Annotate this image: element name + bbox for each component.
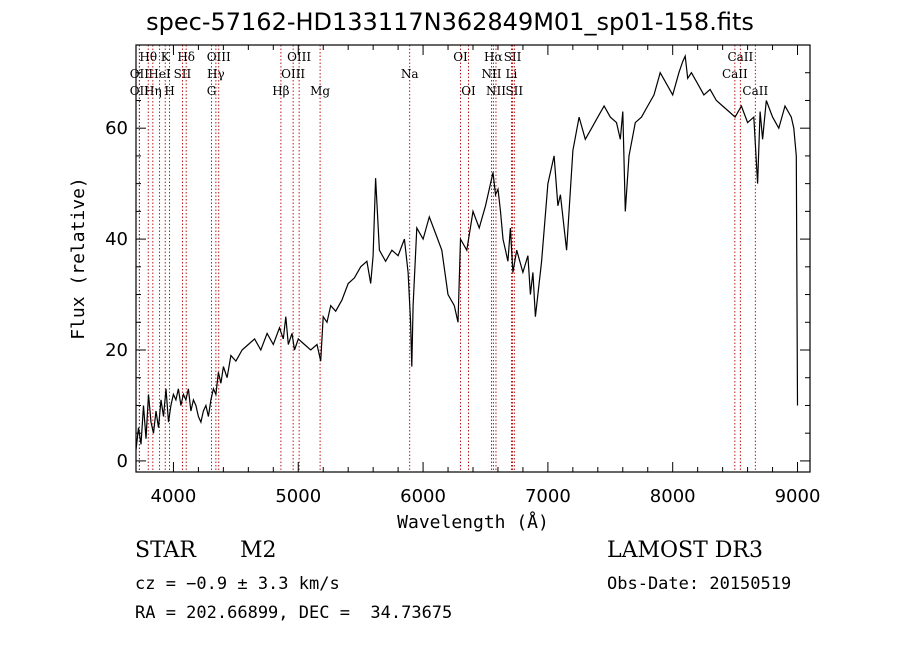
line-label-18: OI xyxy=(461,84,476,98)
line-label-13: OIII xyxy=(287,50,311,64)
line-label-10: Hγ xyxy=(207,67,225,81)
line-markers xyxy=(138,45,756,472)
line-label-5: HeI xyxy=(148,67,171,81)
x-tick-label-9000: 9000 xyxy=(775,486,821,507)
line-label-14: OIII xyxy=(281,67,305,81)
line-label-23: Li xyxy=(506,67,518,81)
y-tick-label-20: 20 xyxy=(105,340,128,361)
x-tick-label-8000: 8000 xyxy=(650,486,696,507)
x-axis-label: Wavelength (Å) xyxy=(397,511,549,533)
line-label-2: OII xyxy=(130,84,150,98)
object-class: STAR xyxy=(135,538,196,563)
y-axis: 0 20 40 60 xyxy=(105,72,810,472)
y-tick-label-60: 60 xyxy=(105,118,128,139)
line-label-0: Hθ xyxy=(139,50,157,64)
redshift-readout: cz = −0.9 ± 3.3 km/s xyxy=(135,574,340,594)
y-tick-label-40: 40 xyxy=(105,229,128,250)
line-label-20: NII xyxy=(481,67,501,81)
line-label-15: Mg xyxy=(310,84,330,98)
line-label-17: OI xyxy=(453,50,468,64)
object-subclass: M2 xyxy=(240,538,277,563)
spectrum-line xyxy=(135,53,799,450)
chart-title: spec-57162-HD133117N362849M01_sp01-158.f… xyxy=(146,8,754,36)
line-label-27: CaII xyxy=(742,84,768,98)
line-label-6: H xyxy=(164,84,174,98)
x-tick-label-7000: 7000 xyxy=(525,486,571,507)
coordinates: RA = 202.66899, DEC = 34.73675 xyxy=(135,603,453,623)
line-label-19: Hα xyxy=(484,50,503,64)
x-tick-label-5000: 5000 xyxy=(275,486,321,507)
line-label-11: G xyxy=(207,84,217,98)
plot-frame xyxy=(135,44,811,473)
line-label-24: SII xyxy=(505,84,523,98)
survey-name: LAMOST DR3 xyxy=(607,538,763,563)
obs-date: Obs-Date: 20150519 xyxy=(607,574,792,594)
x-axis: 4000 5000 6000 7000 8000 9000 xyxy=(151,45,821,507)
line-label-4: K xyxy=(161,50,171,64)
line-label-8: SII xyxy=(174,67,192,81)
line-label-7: Hδ xyxy=(177,50,195,64)
line-label-26: CaII xyxy=(722,67,748,81)
line-label-22: SII xyxy=(504,50,522,64)
line-label-3: Hη xyxy=(144,84,162,98)
x-tick-label-6000: 6000 xyxy=(400,486,446,507)
line-label-25: CaII xyxy=(727,50,753,64)
y-tick-label-0: 0 xyxy=(117,451,128,472)
line-label-12: Hβ xyxy=(272,84,289,98)
line-label-21: NII xyxy=(486,84,506,98)
y-axis-label: Flux (relative) xyxy=(68,177,89,340)
line-label-9: OIII xyxy=(207,50,231,64)
line-label-16: Na xyxy=(401,67,419,81)
x-tick-label-4000: 4000 xyxy=(151,486,197,507)
line-label-1: OII xyxy=(130,67,150,81)
